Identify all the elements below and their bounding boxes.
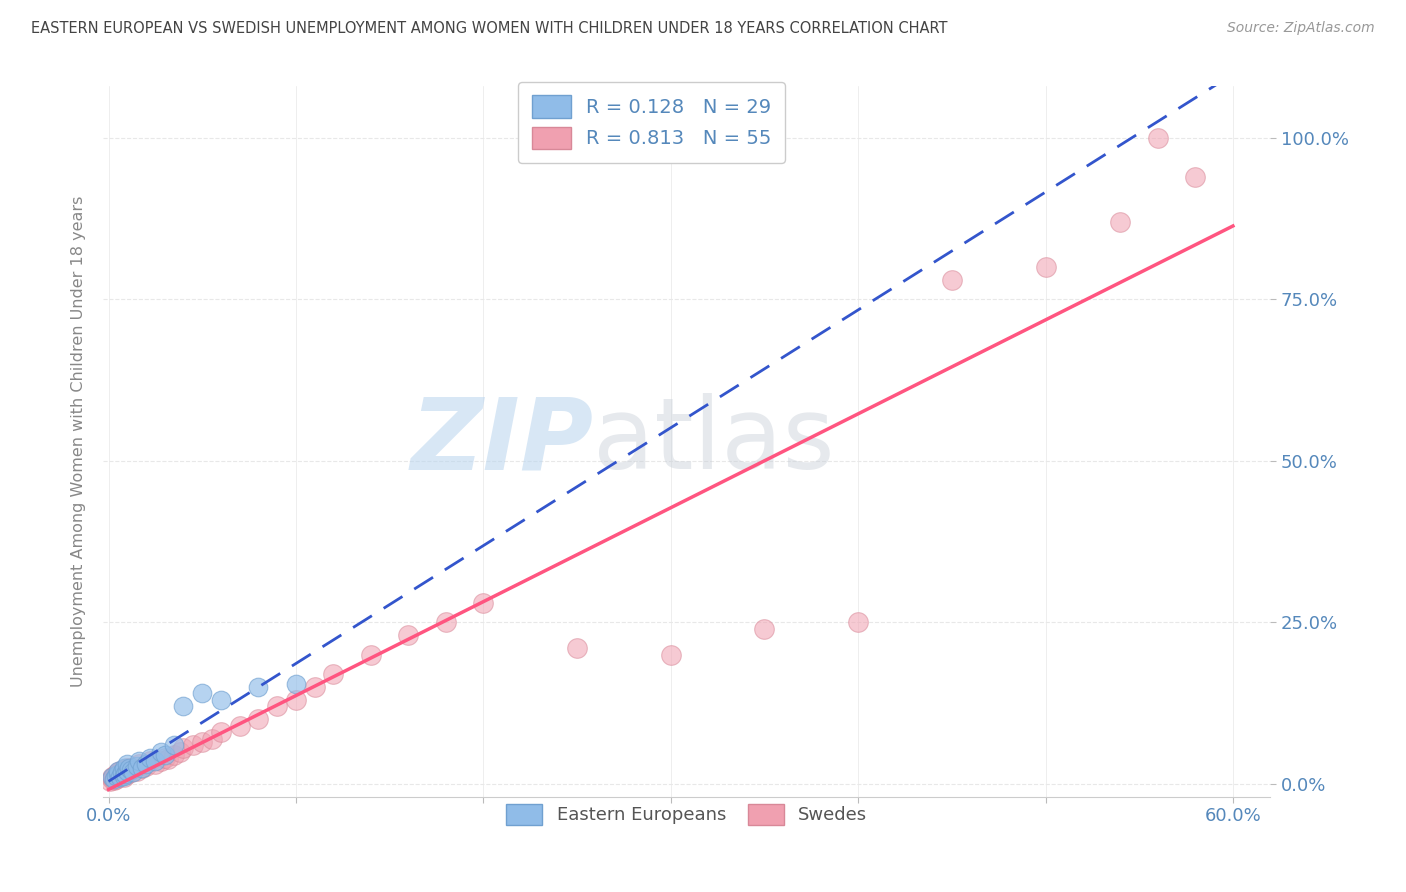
Point	[153, 747, 176, 762]
Point	[396, 628, 419, 642]
Point	[108, 764, 131, 778]
Point	[114, 765, 136, 780]
Point	[118, 764, 141, 778]
Point	[153, 751, 176, 765]
Text: atlas: atlas	[593, 393, 835, 490]
Point	[101, 771, 124, 785]
Y-axis label: Unemployment Among Women with Children Under 18 years: Unemployment Among Women with Children U…	[72, 196, 86, 687]
Point	[107, 765, 129, 780]
Point	[120, 763, 142, 777]
Point	[139, 751, 162, 765]
Point	[128, 757, 150, 772]
Point	[135, 759, 157, 773]
Point	[472, 596, 495, 610]
Point	[112, 761, 135, 775]
Point	[105, 769, 128, 783]
Point	[200, 731, 222, 746]
Point	[209, 725, 232, 739]
Point	[125, 759, 148, 773]
Point	[266, 699, 288, 714]
Point	[100, 773, 122, 788]
Point	[284, 693, 307, 707]
Point	[941, 273, 963, 287]
Point	[114, 767, 136, 781]
Point	[105, 767, 128, 781]
Point	[107, 764, 129, 778]
Point	[131, 761, 153, 775]
Point	[846, 615, 869, 630]
Text: EASTERN EUROPEAN VS SWEDISH UNEMPLOYMENT AMONG WOMEN WITH CHILDREN UNDER 18 YEAR: EASTERN EUROPEAN VS SWEDISH UNEMPLOYMENT…	[31, 21, 948, 37]
Point	[108, 769, 131, 783]
Legend: Eastern Europeans, Swedes: Eastern Europeans, Swedes	[496, 795, 876, 834]
Point	[105, 772, 128, 786]
Point	[122, 761, 145, 775]
Point	[117, 767, 139, 781]
Text: Source: ZipAtlas.com: Source: ZipAtlas.com	[1227, 21, 1375, 36]
Point	[1109, 215, 1132, 229]
Point	[181, 738, 204, 752]
Point	[101, 771, 124, 785]
Point	[101, 772, 124, 786]
Point	[360, 648, 382, 662]
Point	[173, 741, 195, 756]
Point	[322, 667, 344, 681]
Point	[163, 747, 186, 762]
Point	[191, 735, 214, 749]
Point	[157, 752, 180, 766]
Point	[1184, 169, 1206, 184]
Point	[754, 622, 776, 636]
Point	[565, 641, 588, 656]
Point	[128, 754, 150, 768]
Point	[131, 761, 153, 775]
Point	[117, 761, 139, 775]
Point	[112, 769, 135, 783]
Point	[1035, 260, 1057, 275]
Point	[173, 699, 195, 714]
Point	[111, 765, 134, 780]
Point	[150, 754, 173, 768]
Point	[247, 712, 270, 726]
Point	[169, 745, 191, 759]
Point	[108, 771, 131, 785]
Point	[111, 767, 134, 781]
Point	[117, 764, 139, 778]
Point	[103, 772, 125, 787]
Point	[659, 648, 682, 662]
Point	[1147, 131, 1170, 145]
Point	[304, 680, 326, 694]
Point	[120, 765, 142, 780]
Point	[135, 757, 157, 772]
Point	[107, 771, 129, 785]
Point	[209, 693, 232, 707]
Point	[112, 771, 135, 785]
Point	[145, 757, 167, 772]
Point	[191, 686, 214, 700]
Point	[107, 767, 129, 781]
Point	[103, 769, 125, 783]
Point	[103, 772, 125, 786]
Point	[118, 761, 141, 775]
Point	[139, 754, 162, 768]
Text: ZIP: ZIP	[411, 393, 593, 490]
Point	[284, 677, 307, 691]
Point	[122, 765, 145, 780]
Point	[228, 719, 250, 733]
Point	[247, 680, 270, 694]
Point	[145, 754, 167, 768]
Point	[434, 615, 457, 630]
Point	[125, 764, 148, 778]
Point	[117, 757, 139, 772]
Point	[150, 745, 173, 759]
Point	[112, 763, 135, 777]
Point	[163, 738, 186, 752]
